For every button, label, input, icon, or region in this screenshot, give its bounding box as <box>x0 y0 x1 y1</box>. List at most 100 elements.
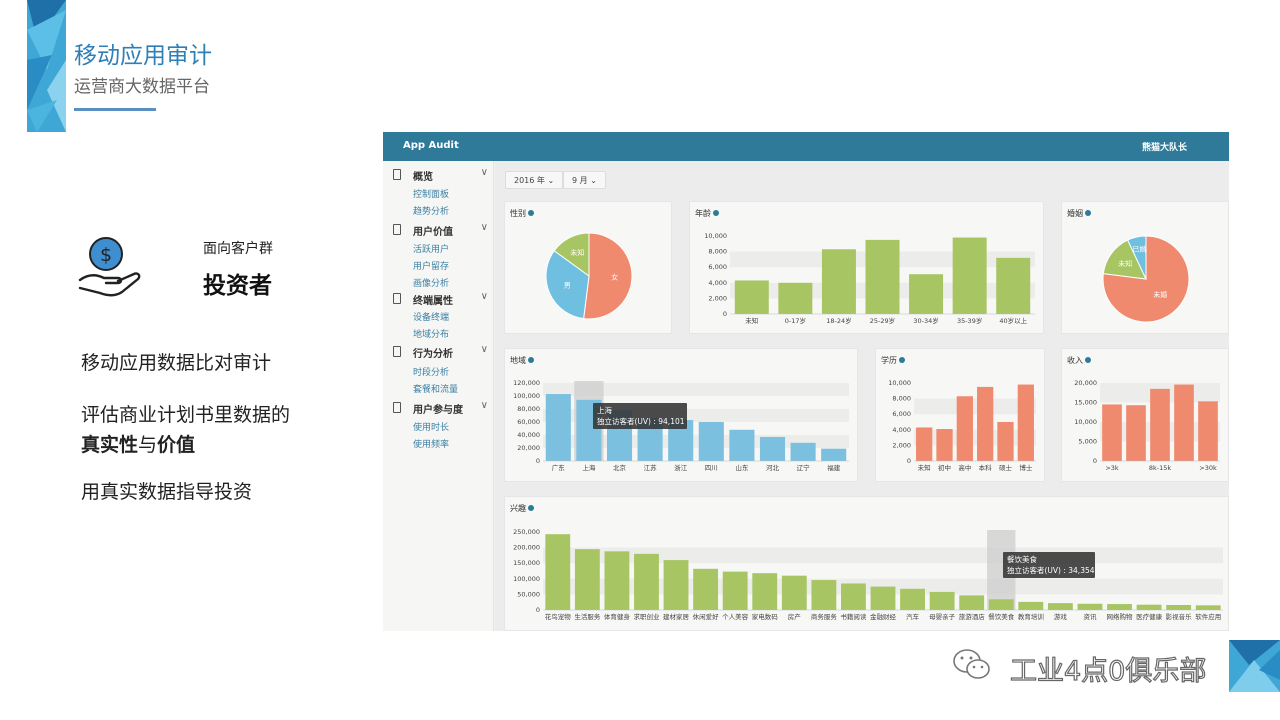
bar[interactable] <box>952 237 987 314</box>
nav-item-dashboard[interactable]: 控制面板 <box>413 190 450 200</box>
app-brand[interactable]: App Audit <box>403 140 459 151</box>
bar[interactable] <box>996 257 1031 314</box>
bar[interactable] <box>959 595 985 610</box>
bar[interactable] <box>997 422 1014 461</box>
year-select[interactable]: 2016 年 ⌄ <box>505 171 564 189</box>
bar[interactable] <box>604 551 630 610</box>
bar[interactable] <box>545 394 571 461</box>
bar[interactable] <box>1047 603 1073 610</box>
connector-word: 与 <box>138 434 158 456</box>
bar[interactable] <box>698 422 724 461</box>
chevron-down-icon: ∨ <box>480 291 488 302</box>
bar[interactable] <box>734 280 769 314</box>
bar[interactable] <box>956 396 973 461</box>
x-tick-label: 40岁以上 <box>999 316 1027 325</box>
chart-svg: 0 2,000 4,000 6,000 8,000 10,000 未知 初中 高中 本科 硕士 博士 <box>888 379 1036 472</box>
card-marriage: 未婚 未知 已婚 婚姻 <box>1061 201 1229 334</box>
nav-item-usage-frequency[interactable]: 使用频率 <box>413 440 450 450</box>
bar[interactable] <box>1126 405 1146 461</box>
bar[interactable] <box>1174 384 1194 461</box>
x-tick-label: 汽车 <box>906 612 920 621</box>
pie-slice[interactable] <box>545 250 590 320</box>
nav-group-engagement[interactable]: 用户参与度 ∨ <box>393 400 488 416</box>
info-icon[interactable] <box>528 505 534 511</box>
bar[interactable] <box>821 448 847 461</box>
y-tick-label: 60,000 <box>517 418 540 426</box>
bar[interactable] <box>916 427 933 461</box>
bar[interactable] <box>790 442 816 461</box>
pie-slice[interactable] <box>1102 235 1190 323</box>
y-tick-label: 2,000 <box>892 441 911 449</box>
bar[interactable] <box>1166 605 1192 610</box>
nav-item-time-analysis[interactable]: 时段分析 <box>413 368 450 378</box>
nav-item-region[interactable]: 地域分布 <box>413 330 450 340</box>
nav-group-overview[interactable]: 概览 ∨ <box>393 167 488 183</box>
bar[interactable] <box>821 249 856 314</box>
tooltip-title: 上海 <box>597 405 612 415</box>
nav-item-active-users[interactable]: 活跃用户 <box>413 245 450 255</box>
bar[interactable] <box>1077 603 1103 610</box>
bar[interactable] <box>1107 604 1132 610</box>
info-icon[interactable] <box>528 210 534 216</box>
nav-item-retention[interactable]: 用户留存 <box>413 262 450 272</box>
bar[interactable] <box>841 583 866 610</box>
bar[interactable] <box>781 575 807 610</box>
bar[interactable] <box>1136 604 1162 610</box>
bar[interactable] <box>759 436 786 461</box>
info-icon[interactable] <box>1085 210 1091 216</box>
bar[interactable] <box>870 586 896 610</box>
nav-item-plan-traffic[interactable]: 套餐和流量 <box>413 385 459 395</box>
pie-slice[interactable] <box>1127 235 1147 280</box>
bar[interactable] <box>1198 401 1218 461</box>
month-select[interactable]: 9 月 ⌄ <box>563 171 606 189</box>
bar[interactable] <box>909 274 944 314</box>
bar[interactable] <box>1195 605 1221 610</box>
x-tick-label: 本科 <box>979 463 993 472</box>
bar[interactable] <box>729 429 755 461</box>
info-icon[interactable] <box>1085 357 1091 363</box>
nav-group-device[interactable]: 终端属性 ∨ <box>393 291 488 307</box>
y-tick-label: 20,000 <box>1074 379 1097 387</box>
bar[interactable] <box>778 282 813 314</box>
month-select-value: 9 月 <box>572 176 588 185</box>
bar[interactable] <box>545 534 571 610</box>
watermark-text: 工业4点0俱乐部 <box>1009 655 1207 687</box>
nav-item-usage-duration[interactable]: 使用时长 <box>413 423 450 433</box>
bar[interactable] <box>634 553 659 610</box>
bar[interactable] <box>1018 601 1044 610</box>
info-icon[interactable] <box>899 357 905 363</box>
bar[interactable] <box>722 571 748 610</box>
bar[interactable] <box>865 239 900 314</box>
card-education: 0 2,000 4,000 6,000 8,000 10,000 未知 初中 高中 本科 硕士 博士 … <box>875 348 1045 482</box>
bar[interactable] <box>811 580 837 610</box>
keyword-authenticity: 真实性 <box>81 434 139 456</box>
chevron-down-icon: ⌄ <box>547 176 555 185</box>
x-tick-label: 河北 <box>766 464 780 472</box>
bar[interactable] <box>977 386 994 461</box>
bar[interactable] <box>929 591 955 610</box>
bar[interactable] <box>1150 388 1170 461</box>
bar[interactable] <box>1017 384 1034 461</box>
nav-item-trend[interactable]: 趋势分析 <box>413 207 450 217</box>
card-region: 0 20,000 40,000 60,000 80,000 100,000 120,000 广… <box>504 348 858 482</box>
bar[interactable] <box>663 560 689 610</box>
bar[interactable] <box>936 429 953 461</box>
bar[interactable] <box>900 588 925 610</box>
nav-group-user-value[interactable]: 用户价值 ∨ <box>393 222 488 238</box>
main-content: 2016 年 ⌄ 9 月 ⌄ 女男未知 性别 0 2,000 4,000 6,000 8… <box>495 161 1229 631</box>
nav-item-device-terminal[interactable]: 设备终端 <box>413 313 450 323</box>
bar[interactable] <box>574 549 600 610</box>
info-icon[interactable] <box>713 210 719 216</box>
pie-slice[interactable] <box>583 232 633 320</box>
bar[interactable] <box>988 599 1014 610</box>
bar[interactable] <box>1102 404 1122 461</box>
nav-group-behavior[interactable]: 行为分析 ∨ <box>393 344 488 360</box>
pie-label: 女 <box>611 273 618 282</box>
user-name[interactable]: 熊猫大队长 <box>1141 143 1187 153</box>
info-icon[interactable] <box>528 357 534 363</box>
bar[interactable] <box>752 573 778 610</box>
pie-slice[interactable] <box>553 232 590 277</box>
bar[interactable] <box>693 568 719 610</box>
nav-item-persona[interactable]: 画像分析 <box>413 279 450 289</box>
